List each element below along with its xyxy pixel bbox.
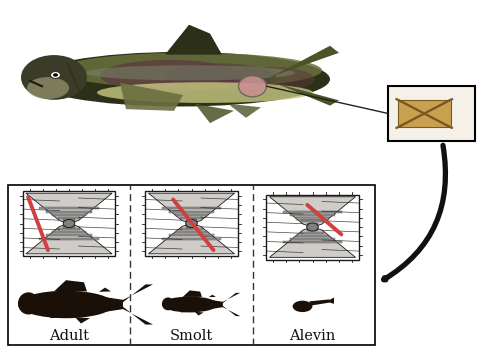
Ellipse shape [50, 71, 60, 78]
Text: Smolt: Smolt [170, 329, 213, 343]
Bar [46, 211, 92, 213]
Bar [58, 217, 80, 219]
Ellipse shape [292, 301, 312, 312]
Bar [302, 220, 324, 222]
Polygon shape [228, 104, 261, 118]
Ellipse shape [53, 73, 58, 77]
Ellipse shape [21, 55, 87, 100]
Polygon shape [270, 197, 356, 227]
Bar [296, 218, 329, 220]
Polygon shape [122, 284, 153, 303]
FancyBboxPatch shape [23, 191, 115, 256]
Polygon shape [176, 306, 193, 313]
Bar [186, 226, 198, 228]
Polygon shape [195, 104, 234, 123]
Ellipse shape [186, 219, 198, 228]
Bar [168, 234, 214, 236]
Ellipse shape [97, 82, 313, 103]
Ellipse shape [27, 77, 69, 99]
Bar [306, 229, 318, 231]
Bar [63, 219, 75, 221]
Bar [296, 234, 329, 237]
FancyBboxPatch shape [266, 195, 358, 259]
Bar [283, 241, 342, 243]
Ellipse shape [306, 223, 318, 231]
Bar [398, 100, 450, 127]
Polygon shape [310, 300, 330, 306]
Ellipse shape [30, 52, 330, 106]
Ellipse shape [162, 297, 174, 310]
Ellipse shape [63, 219, 75, 228]
Ellipse shape [225, 67, 315, 92]
Text: Alevin: Alevin [290, 329, 336, 343]
Ellipse shape [85, 65, 295, 81]
Polygon shape [148, 193, 234, 224]
Bar [306, 223, 318, 225]
Ellipse shape [58, 53, 322, 88]
FancyBboxPatch shape [146, 191, 238, 256]
Ellipse shape [165, 63, 275, 92]
Ellipse shape [100, 60, 240, 92]
Bar [290, 238, 336, 240]
Bar [40, 207, 98, 209]
Polygon shape [148, 224, 234, 254]
Text: Adult: Adult [49, 329, 89, 343]
Ellipse shape [18, 292, 39, 315]
Polygon shape [105, 297, 123, 312]
Polygon shape [328, 297, 334, 304]
Polygon shape [75, 317, 90, 323]
Bar [52, 214, 86, 216]
Bar [58, 228, 80, 230]
Bar [63, 226, 75, 228]
Polygon shape [183, 290, 202, 297]
Ellipse shape [162, 296, 218, 313]
Polygon shape [212, 300, 223, 309]
Ellipse shape [238, 76, 266, 97]
Bar [40, 238, 98, 240]
Polygon shape [270, 227, 356, 257]
Polygon shape [222, 305, 240, 316]
Polygon shape [209, 295, 216, 297]
Polygon shape [222, 293, 240, 304]
Bar [302, 232, 324, 234]
Bar [283, 211, 342, 213]
Polygon shape [270, 46, 339, 106]
Bar [180, 217, 203, 219]
Bar [186, 219, 198, 221]
FancyBboxPatch shape [388, 86, 475, 141]
Polygon shape [26, 193, 112, 224]
Bar [46, 234, 92, 236]
Polygon shape [54, 280, 87, 291]
Bar [180, 228, 203, 230]
Polygon shape [26, 224, 112, 254]
Polygon shape [120, 83, 183, 111]
FancyArrowPatch shape [384, 145, 446, 280]
Polygon shape [99, 288, 111, 292]
Bar [290, 214, 336, 216]
Bar [52, 231, 86, 233]
Bar [168, 211, 214, 213]
Bar [175, 231, 208, 233]
FancyBboxPatch shape [8, 185, 375, 345]
Bar [162, 207, 221, 209]
Polygon shape [42, 308, 72, 318]
Polygon shape [165, 25, 222, 55]
Bar [175, 214, 208, 216]
Bar [162, 238, 221, 240]
Polygon shape [195, 312, 203, 315]
Polygon shape [122, 306, 153, 325]
Ellipse shape [18, 291, 114, 318]
